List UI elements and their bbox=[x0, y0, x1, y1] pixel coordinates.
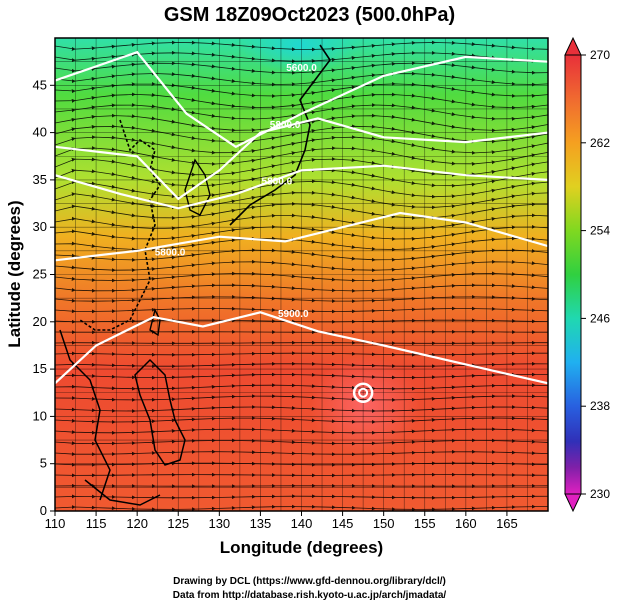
y-axis-label: Latitude (degrees) bbox=[5, 200, 24, 348]
y-axis-ticks: 0 5 10 15 20 25 30 35 40 45 bbox=[33, 77, 55, 518]
colorbar-tick-label: 254 bbox=[590, 224, 610, 238]
streamline bbox=[55, 438, 548, 446]
y-tick-label: 35 bbox=[33, 172, 47, 187]
borneo-coastline bbox=[84, 479, 161, 506]
y-tick-label: 30 bbox=[33, 219, 47, 234]
map-field: 5600.0 5800.0 5800.0 5800.0 5900.0 bbox=[55, 38, 548, 511]
typhoon-ring-outer bbox=[352, 382, 374, 403]
streamline bbox=[55, 461, 548, 467]
streamline bbox=[55, 494, 548, 500]
x-axis-label: Longitude (degrees) bbox=[219, 538, 384, 557]
colorbar-ticks: 270 262 254 246 238 230 bbox=[581, 48, 610, 501]
colorbar-tick-label: 262 bbox=[590, 136, 610, 150]
typhoon-center bbox=[352, 382, 374, 403]
y-tick-label: 0 bbox=[40, 503, 47, 518]
x-tick-label: 140 bbox=[291, 516, 313, 531]
height-contour bbox=[55, 211, 548, 262]
streamline bbox=[55, 449, 548, 457]
x-tick-label: 135 bbox=[250, 516, 272, 531]
colorbar-bottom-arrow bbox=[564, 493, 582, 513]
x-tick-label: 110 bbox=[45, 516, 66, 531]
contour-labels: 5600.0 5800.0 5800.0 5800.0 5900.0 bbox=[155, 63, 317, 320]
contour-label: 5800.0 bbox=[262, 177, 293, 188]
streamline bbox=[55, 416, 548, 424]
streamline bbox=[55, 294, 548, 304]
contour-label: 5800.0 bbox=[155, 248, 186, 259]
x-tick-label: 130 bbox=[208, 516, 230, 531]
streamline bbox=[55, 351, 548, 357]
contour-label: 5600.0 bbox=[286, 63, 317, 74]
streamline bbox=[55, 427, 548, 435]
japan-coastline bbox=[229, 44, 331, 226]
contour-label: 5900.0 bbox=[278, 309, 309, 320]
height-contour bbox=[55, 164, 548, 210]
height-contour bbox=[55, 311, 548, 385]
x-tick-label: 115 bbox=[86, 516, 107, 531]
colorbar: 270 262 254 246 238 230 bbox=[564, 36, 610, 513]
streamline bbox=[55, 283, 548, 293]
x-tick-label: 160 bbox=[455, 516, 477, 531]
colorbar-tick-label: 238 bbox=[590, 399, 610, 413]
x-tick-label: 120 bbox=[126, 516, 148, 531]
streamline bbox=[55, 306, 548, 314]
y-tick-label: 10 bbox=[33, 408, 47, 423]
coastlines bbox=[59, 44, 331, 506]
height-contour bbox=[55, 117, 548, 201]
streamline bbox=[55, 372, 548, 380]
streamline bbox=[55, 271, 548, 283]
streamline bbox=[55, 504, 548, 511]
height-contours bbox=[55, 50, 548, 385]
x-axis-ticks: 110 115 120 125 130 135 140 145 150 155 160 165 bbox=[45, 511, 518, 531]
y-tick-label: 40 bbox=[33, 125, 47, 140]
x-tick-label: 145 bbox=[332, 516, 354, 531]
streamline bbox=[55, 40, 548, 52]
contour-label: 5800.0 bbox=[270, 120, 301, 131]
y-tick-label: 45 bbox=[33, 77, 47, 92]
china-coastline bbox=[79, 119, 161, 331]
x-tick-label: 125 bbox=[167, 516, 189, 531]
korea-coastline bbox=[184, 158, 211, 216]
colorbar-tick-label: 246 bbox=[590, 311, 610, 325]
colorbar-top-arrow bbox=[564, 36, 582, 56]
colorbar-tick-label: 230 bbox=[590, 487, 610, 501]
typhoon-ring-inner bbox=[358, 387, 369, 398]
y-tick-label: 25 bbox=[33, 267, 47, 282]
streamline bbox=[55, 340, 548, 346]
taiwan-coastline bbox=[149, 307, 161, 337]
map-grid bbox=[55, 38, 548, 511]
y-tick-label: 20 bbox=[33, 314, 47, 329]
credit-data: Data from http://database.rish.kyoto-u.a… bbox=[172, 590, 447, 601]
x-tick-label: 165 bbox=[496, 516, 518, 531]
indochina-coastline bbox=[59, 329, 111, 501]
streamline bbox=[55, 259, 548, 273]
philippines-coastline bbox=[134, 358, 186, 466]
x-tick-label: 155 bbox=[414, 516, 436, 531]
streamline bbox=[55, 394, 548, 402]
streamline bbox=[55, 472, 548, 478]
colorbar-tick-label: 270 bbox=[590, 48, 610, 62]
x-tick-label: 150 bbox=[373, 516, 395, 531]
y-tick-label: 15 bbox=[33, 361, 47, 376]
y-tick-label: 5 bbox=[40, 456, 47, 471]
credit-drawing: Drawing by DCL (https://www.gfd-dennou.o… bbox=[173, 576, 446, 587]
streamline bbox=[55, 404, 548, 414]
chart-title: GSM 18Z09Oct2023 (500.0hPa) bbox=[163, 4, 456, 26]
colorbar-scale bbox=[564, 54, 582, 495]
